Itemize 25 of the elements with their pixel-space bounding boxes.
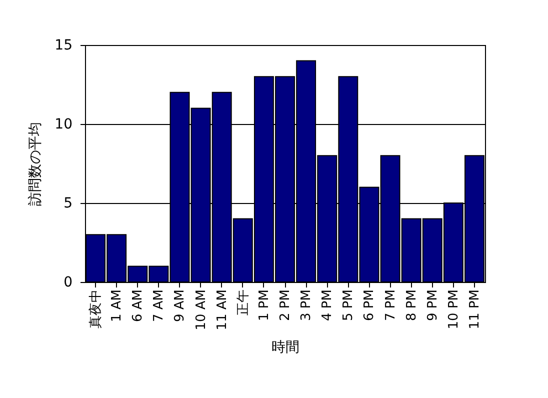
x-tick-label: 1 PM xyxy=(256,290,272,321)
x-tick-label: 10 AM xyxy=(194,290,209,330)
y-tick-label: 10 xyxy=(54,116,72,132)
x-tick-label: 11 PM xyxy=(467,290,482,330)
y-tick-label: 0 xyxy=(64,274,72,290)
x-tick-label: 10 PM xyxy=(446,290,462,330)
y-tick-label: 15 xyxy=(54,38,72,54)
x-tick-label: 6 AM xyxy=(130,290,146,322)
x-tick-label: 7 AM xyxy=(152,290,167,322)
x-tick-label: 7 PM xyxy=(383,290,398,321)
x-tick-label: 真夜中 xyxy=(88,290,104,328)
x-tick-label: 11 AM xyxy=(214,290,230,330)
x-tick-label: 正午 xyxy=(236,290,251,316)
x-tick-label: 3 PM xyxy=(299,290,314,321)
x-tick-label: 9 AM xyxy=(172,290,188,322)
x-tick-label: 6 PM xyxy=(362,290,378,321)
x-tick-label: 5 PM xyxy=(341,290,356,321)
x-axis-title: 時間 xyxy=(272,339,300,356)
x-tick-label: 2 PM xyxy=(278,290,293,321)
x-tick-label: 1 AM xyxy=(110,290,125,322)
x-tick-label: 9 PM xyxy=(425,290,440,321)
x-tick-label: 8 PM xyxy=(404,290,420,321)
y-axis-title: 訪問数の平均 xyxy=(28,122,44,206)
y-tick-label: 5 xyxy=(64,196,72,212)
x-tick-label: 4 PM xyxy=(320,290,336,321)
